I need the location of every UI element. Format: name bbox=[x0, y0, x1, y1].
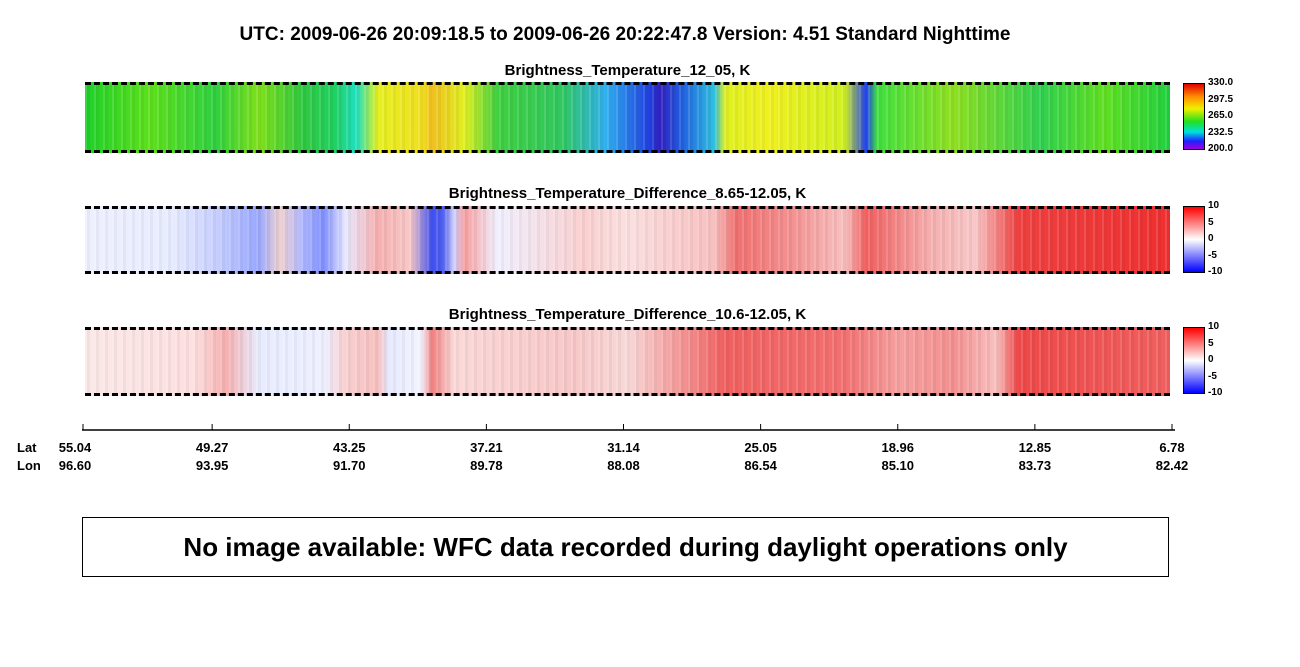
colorbar-label: -5 bbox=[1208, 370, 1217, 382]
lon-label: 91.70 bbox=[332, 458, 366, 473]
lon-label: 85.10 bbox=[881, 458, 915, 473]
lon-label: 96.60 bbox=[58, 458, 92, 473]
lat-label: 25.05 bbox=[744, 440, 777, 455]
lat-axis-label: Lat bbox=[17, 440, 37, 455]
lon-label: 86.54 bbox=[744, 458, 777, 473]
lat-label: 12.85 bbox=[1018, 440, 1052, 455]
page-title: UTC: 2009-06-26 20:09:18.5 to 2009-06-26… bbox=[239, 24, 1011, 45]
colorbar-label: 0 bbox=[1208, 354, 1214, 365]
message-box: No image available: WFC data recorded du… bbox=[82, 517, 1169, 577]
colorbar-label: -10 bbox=[1208, 387, 1223, 398]
colorbar-label: 265.0 bbox=[1208, 110, 1234, 121]
colorbar-label: 297.5 bbox=[1208, 93, 1234, 105]
panel-title: Brightness_Temperature_12_05, K bbox=[504, 62, 751, 79]
colorbar bbox=[1183, 327, 1205, 394]
colorbar-label: -5 bbox=[1208, 249, 1217, 261]
lat-label: 18.96 bbox=[881, 440, 915, 455]
lon-axis-label: Lon bbox=[17, 458, 41, 473]
lon-label: 89.78 bbox=[470, 458, 503, 473]
colorbar-label: 10 bbox=[1208, 321, 1220, 332]
lat-label: 49.27 bbox=[195, 440, 229, 455]
colorbar-label: 232.5 bbox=[1208, 126, 1234, 138]
colorbar bbox=[1183, 83, 1205, 150]
lon-label: 82.42 bbox=[1155, 458, 1189, 473]
btd865-image bbox=[85, 206, 1170, 274]
lat-label: 43.25 bbox=[332, 440, 366, 455]
lat-label: 37.21 bbox=[470, 440, 503, 455]
btd106-image bbox=[85, 327, 1170, 396]
lat-label: 31.14 bbox=[607, 440, 640, 455]
panel-title: Brightness_Temperature_Difference_8.65-1… bbox=[448, 185, 807, 202]
bt12-image bbox=[85, 82, 1170, 153]
colorbar-label: 10 bbox=[1208, 200, 1220, 211]
lon-label: 83.73 bbox=[1018, 458, 1052, 473]
panel-title: Brightness_Temperature_Difference_10.6-1… bbox=[448, 306, 807, 323]
lon-label: 93.95 bbox=[195, 458, 229, 473]
colorbar-label: 200.0 bbox=[1208, 143, 1234, 154]
axis bbox=[82, 424, 1175, 431]
colorbar-label: 5 bbox=[1208, 216, 1214, 228]
lat-label: 55.04 bbox=[58, 440, 92, 455]
colorbar bbox=[1183, 206, 1205, 273]
colorbar-label: -10 bbox=[1208, 266, 1223, 277]
colorbar-label: 0 bbox=[1208, 233, 1214, 244]
colorbar-label: 5 bbox=[1208, 337, 1214, 349]
lon-label: 88.08 bbox=[607, 458, 640, 473]
lat-label: 6.78 bbox=[1159, 440, 1185, 455]
colorbar-label: 330.0 bbox=[1208, 77, 1234, 88]
